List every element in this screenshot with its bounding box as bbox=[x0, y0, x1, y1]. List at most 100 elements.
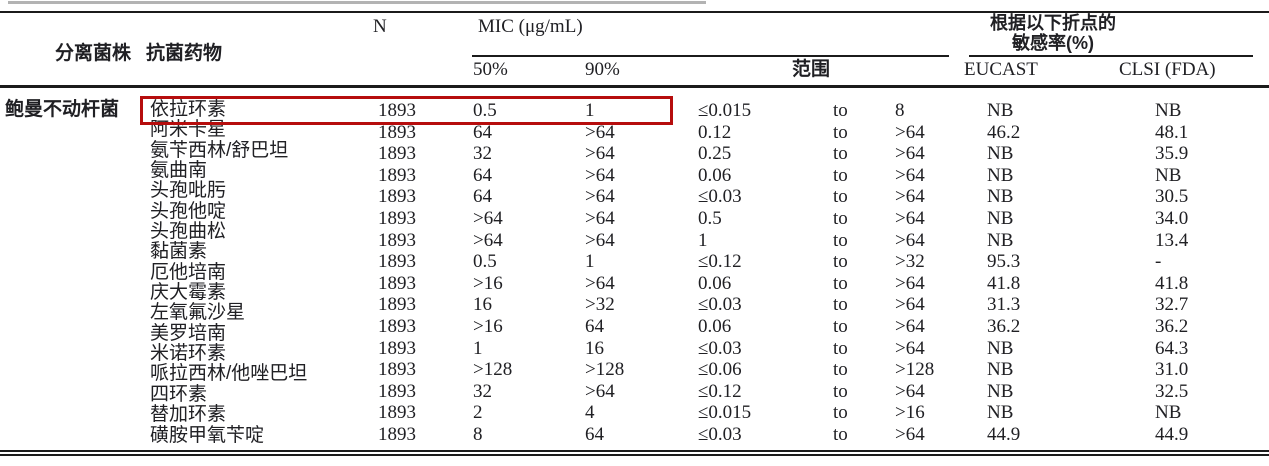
drug-name: 美罗培南 bbox=[150, 322, 227, 344]
cell-n: 1893 bbox=[378, 229, 416, 251]
cell-to: to bbox=[833, 272, 848, 294]
cell-low: ≤0.03 bbox=[698, 186, 742, 208]
cell-mic50: >16 bbox=[473, 272, 503, 294]
cell-n: 1893 bbox=[378, 251, 416, 273]
cell-high: >64 bbox=[895, 337, 925, 359]
cell-high: >64 bbox=[895, 423, 925, 445]
cell-high: >64 bbox=[895, 207, 925, 229]
cell-mic50: 2 bbox=[473, 402, 483, 424]
cell-n: 1893 bbox=[378, 402, 416, 424]
cell-mic50: >64 bbox=[473, 229, 503, 251]
cell-to: to bbox=[833, 186, 848, 208]
cell-clsi: 64.3 bbox=[1155, 337, 1189, 359]
cell-eucast: NB bbox=[987, 164, 1014, 186]
drug-name-column: 依拉环素 阿米卡星 氨苄西林/舒巴坦 氨曲南 头孢吡肟 头孢他啶 头孢曲松 黏菌素 厄他培南 庆大… bbox=[150, 99, 390, 446]
table-row: 1893 64 >64 0.12 to >64 46.2 48.1 bbox=[0, 122, 1269, 144]
column-header-n: N bbox=[373, 16, 387, 37]
cell-clsi: 48.1 bbox=[1155, 121, 1189, 143]
cell-clsi: NB bbox=[1155, 164, 1182, 186]
cell-n: 1893 bbox=[378, 186, 416, 208]
drug-name: 黏菌素 bbox=[150, 241, 208, 263]
cell-to: to bbox=[833, 143, 848, 165]
cell-low: 0.5 bbox=[698, 207, 722, 229]
cell-low: ≤0.03 bbox=[698, 337, 742, 359]
drug-name: 磺胺甲氧苄啶 bbox=[150, 424, 265, 446]
cell-clsi: 41.8 bbox=[1155, 272, 1189, 294]
cell-eucast: NB bbox=[987, 207, 1014, 229]
cell-low: ≤0.03 bbox=[698, 423, 742, 445]
cell-high: 8 bbox=[895, 100, 905, 121]
table-row: 1893 >64 >64 0.5 to >64 NB 34.0 bbox=[0, 208, 1269, 230]
cell-low: 0.12 bbox=[698, 121, 732, 143]
cell-to: to bbox=[833, 251, 848, 273]
table-row: 1893 >16 >64 0.06 to >64 41.8 41.8 bbox=[0, 273, 1269, 295]
column-header-mic90: 90% bbox=[585, 59, 620, 80]
cell-eucast: NB bbox=[987, 186, 1014, 208]
drug-name: 左氧氟沙星 bbox=[150, 302, 246, 324]
susceptibility-group-line2: 敏感率(%) bbox=[1012, 33, 1094, 53]
cell-to: to bbox=[833, 402, 848, 424]
cell-mic50: 64 bbox=[473, 186, 492, 208]
cell-mic50: >64 bbox=[473, 207, 503, 229]
cell-clsi: 44.9 bbox=[1155, 423, 1189, 445]
cell-clsi: 36.2 bbox=[1155, 315, 1189, 337]
table-row: 1893 1 16 ≤0.03 to >64 NB 64.3 bbox=[0, 338, 1269, 360]
cell-mic90: 4 bbox=[585, 402, 595, 424]
cell-high: >64 bbox=[895, 380, 925, 402]
highlight-box bbox=[140, 96, 673, 125]
crop-artifact-line bbox=[8, 1, 706, 4]
cell-low: 0.06 bbox=[698, 164, 732, 186]
drug-name: 氨曲南 bbox=[150, 160, 208, 182]
cell-high: >64 bbox=[895, 186, 925, 208]
cell-mic90: 64 bbox=[585, 423, 604, 445]
cell-to: to bbox=[833, 229, 848, 251]
cell-to: to bbox=[833, 121, 848, 143]
cell-eucast: NB bbox=[987, 337, 1014, 359]
cell-low: 1 bbox=[698, 229, 708, 251]
cell-n: 1893 bbox=[378, 315, 416, 337]
data-rows: 1893 0.5 1 ≤0.015 to 8 NB NB 1893 64 >64 0.12 to >64 4… bbox=[0, 100, 1269, 446]
cell-to: to bbox=[833, 359, 848, 381]
drug-name: 四环素 bbox=[150, 383, 208, 405]
cell-high: >64 bbox=[895, 143, 925, 165]
cell-clsi: NB bbox=[1155, 402, 1182, 424]
cell-mic90: >32 bbox=[585, 294, 615, 316]
susceptibility-group-line1: 根据以下折点的 bbox=[990, 13, 1116, 33]
cell-n: 1893 bbox=[378, 423, 416, 445]
cell-high: >64 bbox=[895, 229, 925, 251]
cell-mic90: >64 bbox=[585, 143, 615, 165]
cell-low: 0.06 bbox=[698, 272, 732, 294]
cell-mic90: >128 bbox=[585, 359, 625, 381]
table-row: 1893 64 >64 ≤0.03 to >64 NB 30.5 bbox=[0, 186, 1269, 208]
column-header-susceptibility-group: 根据以下折点的 敏感率(%) bbox=[943, 13, 1163, 53]
cell-mic50: 32 bbox=[473, 143, 492, 165]
drug-name: 依拉环素 bbox=[150, 99, 227, 120]
cell-clsi: 13.4 bbox=[1155, 229, 1189, 251]
cell-to: to bbox=[833, 100, 848, 121]
cell-n: 1893 bbox=[378, 380, 416, 402]
cell-low: ≤0.015 bbox=[698, 402, 752, 424]
cell-to: to bbox=[833, 380, 848, 402]
column-header-eucast: EUCAST bbox=[964, 59, 1038, 80]
drug-name: 头孢吡肟 bbox=[150, 180, 227, 202]
cell-low: ≤0.12 bbox=[698, 380, 742, 402]
susceptibility-group-rule bbox=[969, 55, 1253, 57]
table-row: 1893 2 4 ≤0.015 to >16 NB NB bbox=[0, 402, 1269, 424]
cell-mic50: 64 bbox=[473, 164, 492, 186]
cell-n: 1893 bbox=[378, 294, 416, 316]
column-header-mic50: 50% bbox=[473, 59, 508, 80]
cell-mic90: 64 bbox=[585, 315, 604, 337]
cell-mic90: 1 bbox=[585, 100, 595, 121]
cell-mic90: >64 bbox=[585, 164, 615, 186]
table-row: 1893 >128 >128 ≤0.06 to >128 NB 31.0 bbox=[0, 359, 1269, 381]
cell-to: to bbox=[833, 337, 848, 359]
cell-clsi: 30.5 bbox=[1155, 186, 1189, 208]
cell-eucast: NB bbox=[987, 100, 1014, 121]
cell-mic50: 64 bbox=[473, 121, 492, 143]
cell-mic90: >64 bbox=[585, 272, 615, 294]
table-bottom-rule-upper bbox=[0, 450, 1269, 452]
cell-clsi: 32.7 bbox=[1155, 294, 1189, 316]
table-row: 1893 >64 >64 1 to >64 NB 13.4 bbox=[0, 230, 1269, 252]
cell-n: 1893 bbox=[378, 164, 416, 186]
cell-clsi: 34.0 bbox=[1155, 207, 1189, 229]
